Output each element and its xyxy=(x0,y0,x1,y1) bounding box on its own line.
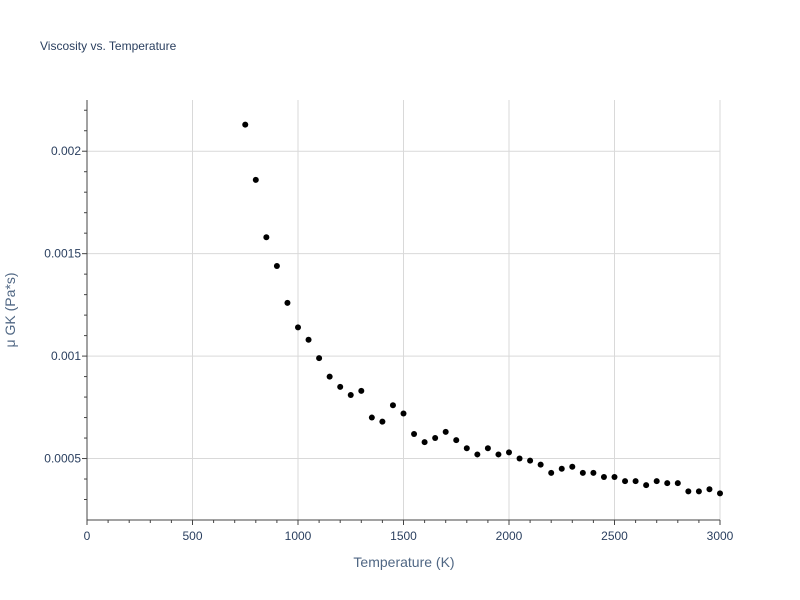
data-point xyxy=(590,469,597,476)
x-tick-label: 2500 xyxy=(601,529,628,543)
data-point xyxy=(347,392,354,399)
data-point xyxy=(273,262,280,269)
data-points xyxy=(242,121,723,497)
y-tick-label: 0.001 xyxy=(51,349,81,363)
data-point xyxy=(527,457,534,464)
data-point xyxy=(548,469,555,476)
data-point xyxy=(316,355,323,362)
x-axis-title: Temperature (K) xyxy=(353,554,454,570)
data-point xyxy=(537,461,544,468)
data-point xyxy=(263,234,270,241)
data-point xyxy=(411,430,418,437)
data-point xyxy=(379,418,386,425)
data-point xyxy=(463,445,470,452)
y-tick-label: 0.0015 xyxy=(44,247,81,261)
data-point xyxy=(495,451,502,458)
data-point xyxy=(569,463,576,470)
data-point xyxy=(337,383,344,390)
data-point xyxy=(600,473,607,480)
data-point xyxy=(242,121,249,128)
x-tick-label: 0 xyxy=(84,529,91,543)
axis-layer xyxy=(82,100,721,525)
x-tick-label: 1000 xyxy=(285,529,312,543)
data-point xyxy=(484,445,491,452)
data-point xyxy=(685,488,692,495)
data-point xyxy=(432,435,439,442)
x-tick-label: 2000 xyxy=(496,529,523,543)
data-point xyxy=(295,324,301,331)
data-point xyxy=(252,176,259,183)
data-point xyxy=(506,449,512,456)
x-tick-label: 500 xyxy=(182,529,202,543)
data-point xyxy=(326,373,333,380)
y-tick-label: 0.002 xyxy=(51,144,81,158)
data-point xyxy=(368,414,375,421)
data-point xyxy=(632,478,639,485)
tick-layer: 0 500 1000 1500 2000 2500 3000 0.0005 0.001 0.001… xyxy=(44,144,733,543)
data-point xyxy=(579,469,586,476)
x-tick-label: 3000 xyxy=(707,529,734,543)
data-point xyxy=(558,465,565,472)
data-point xyxy=(453,437,460,444)
data-point xyxy=(674,480,681,487)
y-tick-label: 0.0005 xyxy=(44,452,81,466)
data-point xyxy=(389,402,396,409)
data-point xyxy=(400,410,407,417)
data-point xyxy=(284,299,291,306)
y-axis-title: μ GK (Pa*s) xyxy=(2,273,18,348)
data-point xyxy=(305,336,312,343)
data-point xyxy=(421,439,428,446)
data-point xyxy=(474,451,481,458)
data-point xyxy=(358,387,365,394)
data-point xyxy=(717,490,723,497)
data-point xyxy=(516,455,523,462)
data-point xyxy=(611,473,618,480)
x-tick-label: 1500 xyxy=(390,529,417,543)
data-point xyxy=(653,478,660,485)
data-point xyxy=(622,478,629,485)
data-point xyxy=(695,488,702,495)
chart-title: Viscosity vs. Temperature xyxy=(40,39,177,53)
data-point xyxy=(664,480,671,487)
grid-layer xyxy=(87,100,721,520)
data-point xyxy=(442,428,449,435)
data-point xyxy=(706,486,713,493)
data-point xyxy=(643,482,650,489)
